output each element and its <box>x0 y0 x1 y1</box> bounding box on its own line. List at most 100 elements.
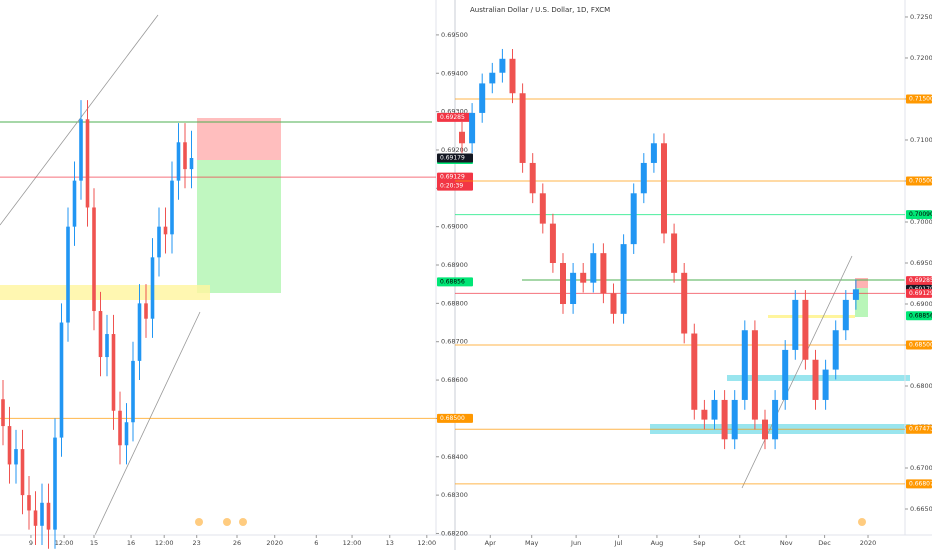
candle-body <box>479 83 486 113</box>
candle-body <box>842 299 849 331</box>
target-zone <box>197 160 281 293</box>
x-tick-label: 15 <box>90 539 98 547</box>
candle-body <box>27 495 31 511</box>
candle-body <box>150 257 155 319</box>
chart-title: Australian Dollar / U.S. Dollar, 1D, FXC… <box>470 6 610 14</box>
y-tick-label: 0.68400 <box>441 453 468 461</box>
x-tick-label: Apr <box>485 539 497 547</box>
y-tick-label: 0.69000 <box>441 223 468 231</box>
x-tick-label: Oct <box>734 539 746 547</box>
candle-body <box>111 334 116 411</box>
candle-body <box>731 399 738 440</box>
candle-body <box>519 93 526 163</box>
trend-line <box>0 14 159 226</box>
candle-body <box>59 322 64 438</box>
x-tick-label: 13 <box>386 539 394 547</box>
x-tick-label: 23 <box>193 539 201 547</box>
x-tick-label: Jul <box>614 539 623 547</box>
stop-zone <box>197 118 281 160</box>
candle-body <box>189 158 194 170</box>
event-icon <box>195 518 203 526</box>
y-tick-label: 0.66500 <box>910 505 932 513</box>
candle-body <box>163 226 168 235</box>
event-icon <box>858 518 866 526</box>
x-tick-label: Aug <box>651 539 664 547</box>
candle-body <box>157 226 161 258</box>
price-tag-label: 0.68856 <box>440 278 465 285</box>
candle-body <box>762 419 768 440</box>
price-tag-label: 0.66807 <box>909 480 932 487</box>
x-tick-label: 12:00 <box>55 539 74 547</box>
candle-body <box>822 369 829 400</box>
event-icon <box>239 518 247 526</box>
stop-zone <box>855 278 868 288</box>
price-tag <box>906 479 932 489</box>
support-zone <box>768 315 855 318</box>
price-tag <box>437 277 473 287</box>
candle-body <box>691 333 698 410</box>
x-tick-label: 9 <box>29 539 33 547</box>
candle-body <box>20 449 25 496</box>
price-tag-label: 0.69285 <box>440 114 465 121</box>
candle-body <box>105 334 109 358</box>
y-tick-label: 0.69200 <box>441 146 468 154</box>
candle-body <box>40 502 44 526</box>
candle-body <box>72 180 77 227</box>
candle-body <box>499 58 506 73</box>
candle-body <box>812 359 819 400</box>
candle-body <box>600 253 607 294</box>
price-tag-label: 0.69129 <box>440 174 465 181</box>
trend-line <box>741 255 853 489</box>
candle-body <box>782 349 789 400</box>
y-tick-label: 0.69400 <box>441 69 468 77</box>
x-tick-label: 12:00 <box>343 539 362 547</box>
price-tag <box>906 340 932 350</box>
y-tick-label: 0.68300 <box>441 491 468 499</box>
y-tick-label: 0.68800 <box>441 299 468 307</box>
price-tag-label: 0.68500 <box>440 415 465 422</box>
price-tag <box>906 288 932 298</box>
candle-body <box>590 253 597 283</box>
candle-body <box>183 142 187 170</box>
candle-body <box>671 233 678 273</box>
price-tag <box>906 424 932 434</box>
candle-body <box>509 58 516 94</box>
candle-body <box>539 193 546 224</box>
y-tick-label: 0.69500 <box>441 31 468 39</box>
trend-line <box>94 311 201 536</box>
candle-body <box>792 299 799 350</box>
price-tag-label: 0.71500 <box>909 95 932 102</box>
price-tag <box>437 172 473 191</box>
candle-body <box>144 303 148 319</box>
x-tick-label: 12:00 <box>155 539 174 547</box>
candle-body <box>469 112 476 144</box>
x-tick-label: 2020 <box>860 539 877 547</box>
x-tick-label: 16 <box>127 539 135 547</box>
event-icons <box>195 518 866 526</box>
price-tag <box>906 94 932 104</box>
price-tag-label: 0.69129 <box>909 290 932 297</box>
candle-body <box>124 422 129 446</box>
price-tag-label: 0.70090 <box>909 211 932 218</box>
candle-body <box>137 303 142 361</box>
price-tag-label: 0.70500 <box>909 177 932 184</box>
candle-body <box>640 162 647 194</box>
x-tick-label: May <box>525 539 539 547</box>
candle-body <box>7 426 12 465</box>
price-tag-label: 0.69179 <box>440 155 465 162</box>
candle-body <box>46 502 51 530</box>
candle-body <box>489 72 496 84</box>
x-tick-label: Dec <box>818 539 831 547</box>
candle-body <box>650 143 657 163</box>
price-tag <box>906 210 932 220</box>
y-tick-label: 0.68600 <box>441 376 468 384</box>
x-tick-label: 6 <box>314 539 318 547</box>
price-tag <box>906 176 932 186</box>
candle-body <box>560 262 566 304</box>
candle-body <box>85 119 90 208</box>
